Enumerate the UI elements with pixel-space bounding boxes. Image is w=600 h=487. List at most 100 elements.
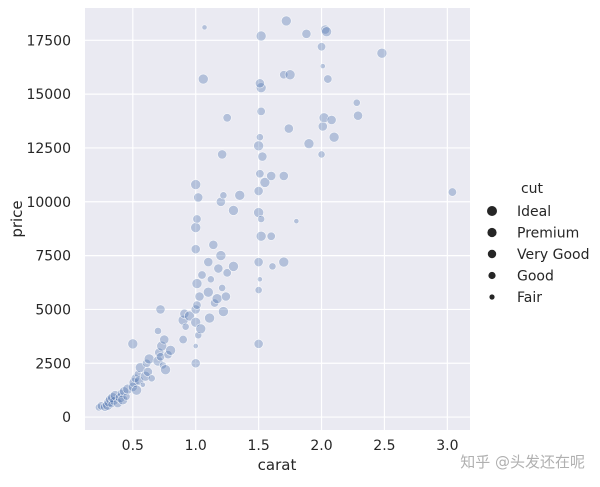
x-axis-label: carat [258, 456, 297, 474]
data-point [221, 291, 231, 302]
data-point [301, 28, 312, 39]
data-point [320, 24, 331, 35]
data-point [255, 169, 265, 179]
data-point [319, 63, 326, 70]
data-point [191, 278, 203, 289]
data-point [376, 47, 388, 59]
legend: cut Ideal Premium Very Good Good Fair [487, 181, 589, 306]
data-point [194, 291, 205, 302]
data-point [192, 300, 202, 310]
data-point [218, 306, 229, 317]
data-point [193, 192, 204, 203]
data-point [139, 381, 146, 388]
data-point [253, 186, 264, 196]
data-point [159, 334, 170, 345]
x-tick-label: 0.5 [122, 438, 144, 454]
data-point [268, 262, 277, 271]
data-point [254, 286, 263, 294]
data-point [254, 78, 265, 89]
data-point [326, 115, 337, 125]
data-point [278, 171, 289, 181]
data-point [156, 340, 168, 352]
data-point [181, 322, 190, 331]
data-point [257, 151, 268, 162]
data-point [328, 131, 340, 143]
data-point [253, 207, 264, 218]
y-tick-label: 12500 [26, 141, 71, 157]
data-point [195, 323, 207, 335]
data-point [228, 205, 239, 216]
data-point [197, 73, 209, 85]
data-point [318, 112, 330, 124]
legend-label: Fair [517, 290, 542, 306]
data-point [177, 314, 189, 326]
y-tick-label: 0 [62, 410, 71, 426]
grid-lines [85, 8, 470, 430]
data-point [206, 275, 215, 284]
data-point [303, 138, 315, 149]
data-point [259, 177, 271, 188]
legend-marker [487, 249, 497, 259]
legend-label: Ideal [517, 204, 551, 220]
y-tick-label: 17500 [26, 33, 71, 49]
y-tick-labels: 0 2500 5000 7500 10000 12500 15000 17500 [26, 33, 71, 426]
data-point [255, 133, 264, 142]
data-point [266, 231, 276, 241]
x-tick-label: 1.5 [247, 438, 269, 454]
y-tick-label: 5000 [35, 302, 71, 318]
legend-marker [488, 271, 496, 280]
data-point [317, 121, 328, 132]
data-point [234, 190, 246, 201]
data-point [204, 312, 215, 324]
data-point [160, 364, 171, 376]
data-point [201, 24, 208, 31]
x-tick-label: 2.5 [373, 438, 395, 454]
data-point [317, 42, 327, 52]
data-point [353, 110, 363, 121]
y-tick-label: 7500 [35, 249, 71, 265]
x-tick-label: 2.0 [310, 438, 332, 454]
watermark-text: 知乎 @头发还在呢 [460, 453, 585, 471]
data-point [122, 392, 131, 401]
y-tick-label: 2500 [35, 356, 71, 372]
y-tick-label: 10000 [26, 195, 71, 211]
data-point [228, 261, 239, 272]
data-point [222, 268, 232, 278]
legend-items: Ideal Premium Very Good Good Fair [487, 204, 589, 306]
y-axis-label: price [8, 200, 26, 237]
data-point [190, 179, 202, 190]
data-point [143, 366, 153, 377]
data-point [215, 196, 226, 207]
data-point [192, 343, 199, 349]
data-point [122, 383, 134, 395]
legend-label: Good [517, 269, 554, 285]
data-point [119, 386, 129, 397]
legend-label: Very Good [517, 247, 589, 263]
data-point [213, 263, 224, 274]
data-point [253, 338, 264, 349]
data-point [218, 283, 227, 292]
data-point [143, 353, 155, 365]
data-point [352, 98, 361, 107]
y-tick-label: 15000 [26, 87, 71, 103]
data-points [94, 15, 457, 412]
data-point [184, 310, 195, 322]
x-tick-label: 1.0 [185, 438, 207, 454]
data-point [152, 355, 164, 367]
data-point [219, 191, 228, 200]
data-point [154, 327, 162, 335]
data-point [222, 113, 232, 123]
x-tick-labels: 0.5 1.0 1.5 2.0 2.5 3.0 [122, 438, 459, 454]
data-point [255, 230, 267, 242]
data-point [256, 106, 266, 116]
data-point [203, 257, 214, 267]
data-point [253, 257, 264, 267]
data-point [256, 276, 263, 283]
data-point [279, 70, 289, 80]
legend-marker [489, 294, 495, 300]
data-point [165, 345, 176, 356]
legend-marker [487, 227, 497, 238]
data-point [208, 239, 219, 250]
data-point [266, 171, 277, 181]
